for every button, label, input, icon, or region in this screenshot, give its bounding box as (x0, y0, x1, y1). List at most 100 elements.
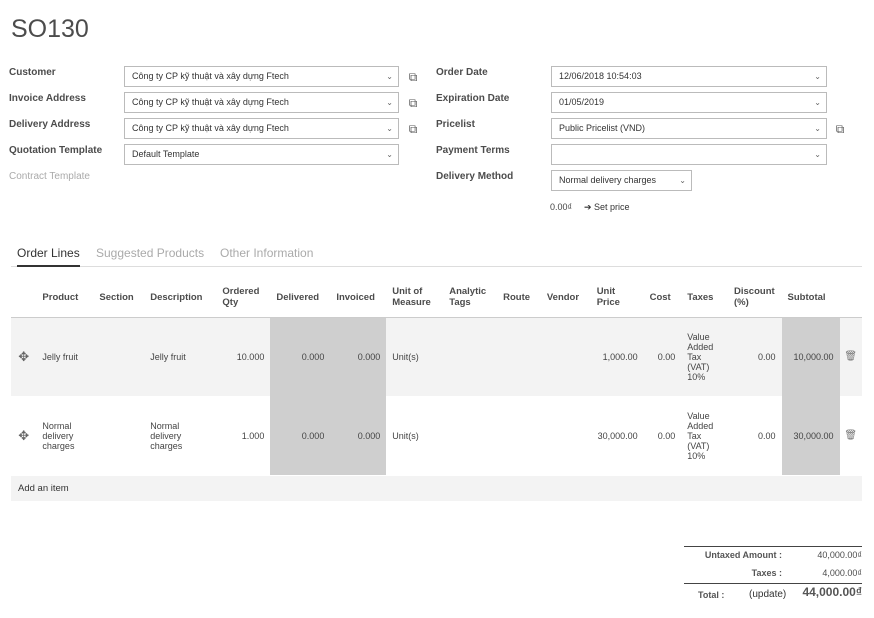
line-uom[interactable]: Unit(s) (386, 317, 444, 396)
chevron-down-icon: ⌄ (386, 124, 393, 133)
line-product[interactable]: Jelly fruit (36, 317, 94, 396)
column-cost[interactable]: Cost (643, 278, 682, 318)
line-route[interactable] (497, 317, 541, 396)
quotation-template-value: Default Template (132, 149, 200, 159)
line-cost[interactable]: 0.00 (643, 317, 682, 396)
column-delivered[interactable]: Delivered (270, 278, 331, 318)
line-subtotal: 30,000.00 (781, 396, 840, 475)
line-section[interactable] (93, 396, 145, 475)
total-value: 44,000.00₫ (802, 585, 862, 599)
table-row[interactable]: ✥ Jelly fruit Jelly fruit 10.000 0.000 0… (11, 317, 862, 396)
line-analytic-tags[interactable] (443, 396, 498, 475)
delivery-address-label: Delivery Address (9, 119, 91, 130)
line-description[interactable]: Jelly fruit (144, 317, 217, 396)
tab-order-lines[interactable]: Order Lines (17, 246, 80, 267)
column-vendor[interactable]: Vendor (540, 278, 591, 318)
payment-terms-field[interactable]: ⌄ (551, 144, 827, 165)
column-unit-price[interactable]: Unit Price (590, 278, 644, 318)
column-uom[interactable]: Unit of Measure (386, 278, 444, 318)
order-date-field[interactable]: 12/06/2018 10:54:03 ⌄ (551, 66, 827, 87)
chevron-down-icon: ⌄ (386, 72, 393, 81)
taxes-value: 4,000.00₫ (822, 568, 862, 578)
customer-field[interactable]: Công ty CP kỹ thuật và xây dựng Ftech ⌄ (124, 66, 399, 87)
expiration-date-field[interactable]: 01/05/2019 ⌄ (551, 92, 827, 113)
pricelist-field[interactable]: Public Pricelist (VND) ⌄ (551, 118, 827, 139)
quotation-template-label: Quotation Template (9, 145, 103, 156)
delivery-method-value: Normal delivery charges (559, 175, 657, 185)
delivery-address-value: Công ty CP kỹ thuật và xây dựng Ftech (132, 123, 289, 133)
trash-header (839, 278, 862, 318)
line-ordered-qty[interactable]: 1.000 (216, 396, 271, 475)
line-vendor[interactable] (540, 396, 591, 475)
line-unit-price[interactable]: 30,000.00 (590, 396, 644, 475)
page-title: SO130 (11, 15, 89, 43)
drag-handle-icon[interactable]: ✥ (11, 317, 37, 396)
chevron-down-icon: ⌄ (814, 124, 821, 133)
line-analytic-tags[interactable] (443, 317, 498, 396)
update-button[interactable]: (update) (749, 589, 787, 600)
chevron-down-icon: ⌄ (814, 150, 821, 159)
line-delivered: 0.000 (270, 317, 331, 396)
external-link-icon[interactable]: ⧉ (835, 122, 845, 136)
quotation-template-field[interactable]: Default Template ⌄ (124, 144, 399, 165)
order-lines-table: Product Section Description Ordered Qty … (11, 278, 862, 475)
chevron-down-icon: ⌄ (386, 150, 393, 159)
column-ordered-qty[interactable]: Ordered Qty (216, 278, 271, 318)
column-subtotal[interactable]: Subtotal (781, 278, 840, 318)
pricelist-value: Public Pricelist (VND) (559, 123, 646, 133)
contract-template-label: Contract Template (9, 171, 90, 182)
column-section[interactable]: Section (93, 278, 145, 318)
trash-icon[interactable]: 🗑 (839, 396, 862, 475)
delivery-address-field[interactable]: Công ty CP kỹ thuật và xây dựng Ftech ⌄ (124, 118, 399, 139)
line-cost[interactable]: 0.00 (643, 396, 682, 475)
customer-label: Customer (9, 67, 56, 78)
external-link-icon[interactable]: ⧉ (408, 70, 418, 84)
chevron-down-icon: ⌄ (679, 176, 686, 185)
line-invoiced: 0.000 (330, 317, 387, 396)
set-price-button[interactable]: ➔ Set price (584, 202, 630, 212)
line-uom[interactable]: Unit(s) (386, 396, 444, 475)
line-taxes[interactable]: Value Added Tax (VAT) 10% (681, 396, 729, 475)
line-invoiced: 0.000 (330, 396, 387, 475)
invoice-address-field[interactable]: Công ty CP kỹ thuật và xây dựng Ftech ⌄ (124, 92, 399, 113)
delivery-amount: 0.00₫ (550, 202, 573, 212)
line-vendor[interactable] (540, 317, 591, 396)
column-analytic-tags[interactable]: Analytic Tags (443, 278, 498, 318)
column-taxes[interactable]: Taxes (681, 278, 729, 318)
column-description[interactable]: Description (144, 278, 217, 318)
invoice-address-label: Invoice Address (9, 93, 86, 104)
taxes-label: Taxes : (751, 568, 782, 578)
column-product[interactable]: Product (36, 278, 94, 318)
total-label: Total : (698, 590, 725, 600)
line-section[interactable] (93, 317, 145, 396)
order-date-value: 12/06/2018 10:54:03 (559, 71, 642, 81)
line-taxes[interactable]: Value Added Tax (VAT) 10% (681, 317, 729, 396)
line-description[interactable]: Normal delivery charges (144, 396, 217, 475)
line-discount[interactable]: 0.00 (728, 396, 782, 475)
line-product[interactable]: Normal delivery charges (36, 396, 94, 475)
tab-suggested-products[interactable]: Suggested Products (96, 246, 205, 260)
line-unit-price[interactable]: 1,000.00 (590, 317, 644, 396)
chevron-down-icon: ⌄ (814, 72, 821, 81)
order-date-label: Order Date (436, 67, 488, 78)
drag-handle-icon[interactable]: ✥ (11, 396, 37, 475)
line-route[interactable] (497, 396, 541, 475)
untaxed-amount-value: 40,000.00₫ (817, 550, 862, 560)
external-link-icon[interactable]: ⧉ (408, 96, 418, 110)
add-an-item-button[interactable]: Add an item (11, 476, 862, 501)
chevron-down-icon: ⌄ (386, 98, 393, 107)
column-invoiced[interactable]: Invoiced (330, 278, 387, 318)
delivery-method-field[interactable]: Normal delivery charges ⌄ (551, 170, 692, 191)
line-ordered-qty[interactable]: 10.000 (216, 317, 271, 396)
handle-header (11, 278, 37, 318)
column-discount[interactable]: Discount (%) (728, 278, 782, 318)
payment-terms-label: Payment Terms (436, 145, 510, 156)
table-row[interactable]: ✥ Normal delivery charges Normal deliver… (11, 396, 862, 475)
trash-icon[interactable]: 🗑 (839, 317, 862, 396)
invoice-address-value: Công ty CP kỹ thuật và xây dựng Ftech (132, 97, 289, 107)
external-link-icon[interactable]: ⧉ (408, 122, 418, 136)
table-header-row: Product Section Description Ordered Qty … (11, 278, 862, 318)
tab-other-information[interactable]: Other Information (220, 246, 314, 260)
line-discount[interactable]: 0.00 (728, 317, 782, 396)
column-route[interactable]: Route (497, 278, 541, 318)
